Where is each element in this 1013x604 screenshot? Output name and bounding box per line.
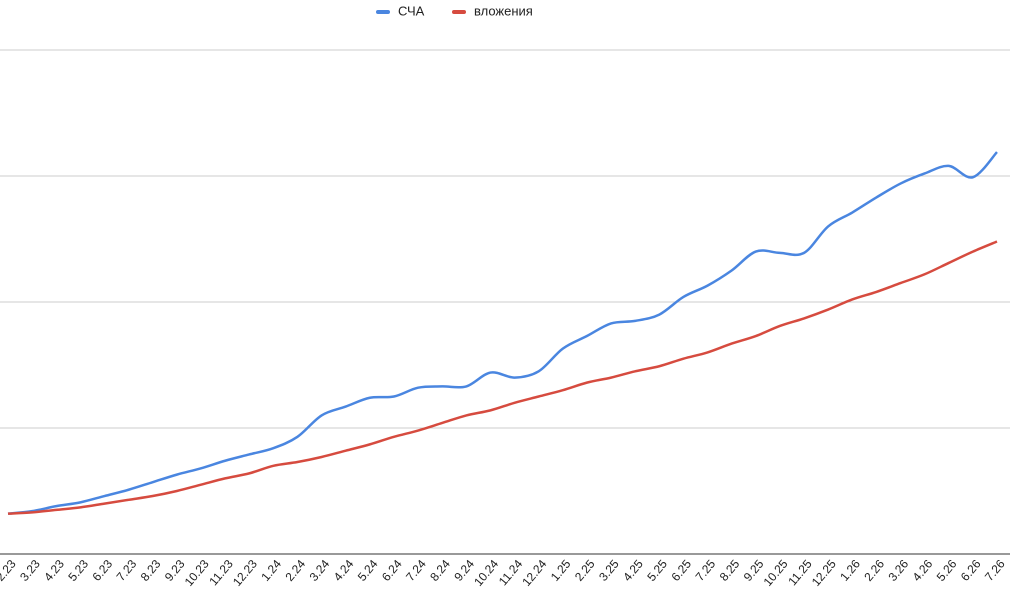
x-tick-label: 7.26 bbox=[982, 557, 1008, 584]
x-tick-label: 11.25 bbox=[785, 557, 815, 589]
x-tick-label: 11.23 bbox=[206, 557, 236, 589]
x-tick-label: 4.24 bbox=[331, 557, 357, 584]
x-tick-label: 6.24 bbox=[379, 557, 405, 584]
x-tick-label: 8.24 bbox=[427, 557, 453, 584]
x-tick-label: 5.26 bbox=[934, 557, 960, 584]
x-tick-label: 1.24 bbox=[258, 557, 284, 584]
x-tick-label: 3.26 bbox=[886, 557, 912, 584]
x-tick-label: 6.25 bbox=[668, 557, 694, 584]
x-tick-label: 2.23 bbox=[0, 557, 19, 584]
x-tick-label: 3.23 bbox=[17, 557, 43, 584]
x-tick-label: 1.26 bbox=[837, 557, 863, 584]
x-tick-label: 12.24 bbox=[519, 557, 549, 589]
series-line bbox=[7, 151, 998, 515]
x-tick-label: 10.25 bbox=[761, 557, 791, 589]
x-tick-label: 5.25 bbox=[644, 557, 670, 584]
x-tick-label: 10.24 bbox=[471, 557, 501, 589]
legend-swatch bbox=[452, 10, 466, 14]
x-tick-label: 7.25 bbox=[693, 557, 719, 584]
x-tick-label: 2.25 bbox=[572, 557, 598, 584]
x-tick-label: 4.23 bbox=[41, 557, 67, 584]
legend-label: вложения bbox=[474, 3, 533, 18]
x-tick-label: 10.23 bbox=[182, 557, 212, 589]
x-tick-label: 6.26 bbox=[958, 557, 984, 584]
legend-swatch bbox=[376, 10, 390, 14]
x-tick-label: 4.26 bbox=[910, 557, 936, 584]
x-tick-label: 7.23 bbox=[114, 557, 140, 584]
x-tick-label: 4.25 bbox=[620, 557, 646, 584]
x-tick-label: 6.23 bbox=[89, 557, 115, 584]
x-tick-label: 2.24 bbox=[282, 557, 308, 584]
x-tick-label: 8.23 bbox=[138, 557, 164, 584]
series-line bbox=[7, 240, 998, 515]
x-tick-label: 11.24 bbox=[496, 557, 526, 589]
legend-label: СЧА bbox=[398, 3, 425, 18]
x-tick-label: 5.24 bbox=[355, 557, 381, 584]
x-tick-label: 12.23 bbox=[230, 557, 260, 589]
x-tick-label: 3.24 bbox=[307, 557, 333, 584]
x-tick-label: 8.25 bbox=[717, 557, 743, 584]
x-tick-label: 1.25 bbox=[548, 557, 574, 584]
x-tick-label: 5.23 bbox=[65, 557, 91, 584]
x-tick-label: 3.25 bbox=[596, 557, 622, 584]
x-tick-label: 2.26 bbox=[861, 557, 887, 584]
x-tick-label: 12.25 bbox=[809, 557, 839, 589]
x-tick-label: 7.24 bbox=[403, 557, 429, 584]
